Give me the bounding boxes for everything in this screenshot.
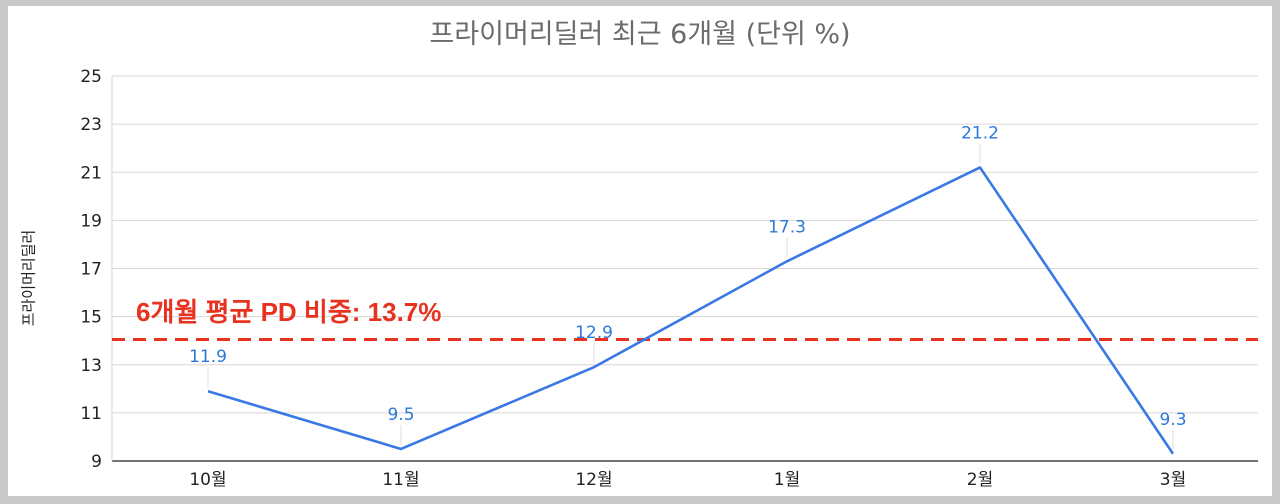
data-label: 12.9 xyxy=(575,323,613,343)
y-tick-label: 19 xyxy=(80,211,102,231)
x-tick-label: 3월 xyxy=(1160,470,1186,490)
data-label: 9.3 xyxy=(1159,410,1186,430)
x-tick-label: 12월 xyxy=(575,470,612,490)
chart-frame xyxy=(8,6,1272,496)
data-label: 21.2 xyxy=(961,123,999,143)
x-tick-label: 2월 xyxy=(967,470,993,490)
y-tick-label: 9 xyxy=(91,452,102,472)
data-label: 9.5 xyxy=(387,405,414,425)
x-tick-labels: 10월 11월 12월 1월 2월 3월 xyxy=(189,470,1186,490)
y-tick-label: 15 xyxy=(80,308,102,328)
average-annotation: 6개월 평균 PD 비중: 13.7% xyxy=(136,297,442,327)
series-lines xyxy=(207,166,1175,455)
x-tick-label: 1월 xyxy=(774,470,800,490)
x-tick-label: 11월 xyxy=(382,470,419,490)
series-line xyxy=(207,166,1175,455)
data-label: 11.9 xyxy=(189,347,227,367)
y-tick-label: 13 xyxy=(80,356,102,376)
gridlines xyxy=(111,75,1258,462)
chart-title: 프라이머리딜러 최근 6개월 (단위 %) xyxy=(429,19,851,50)
label-leader-lines xyxy=(207,143,1174,450)
x-tick-label: 10월 xyxy=(189,470,226,490)
y-tick-label: 11 xyxy=(80,404,102,424)
y-tick-label: 17 xyxy=(80,260,102,280)
y-tick-label: 21 xyxy=(80,163,102,183)
data-labels: 11.9 9.5 12.9 17.3 21.2 9.3 xyxy=(189,123,1186,429)
y-tick-label: 23 xyxy=(80,115,102,135)
y-tick-label: 25 xyxy=(80,67,102,87)
data-label: 17.3 xyxy=(768,217,806,237)
y-tick-labels: 9 11 13 15 17 19 21 23 25 xyxy=(80,67,102,472)
